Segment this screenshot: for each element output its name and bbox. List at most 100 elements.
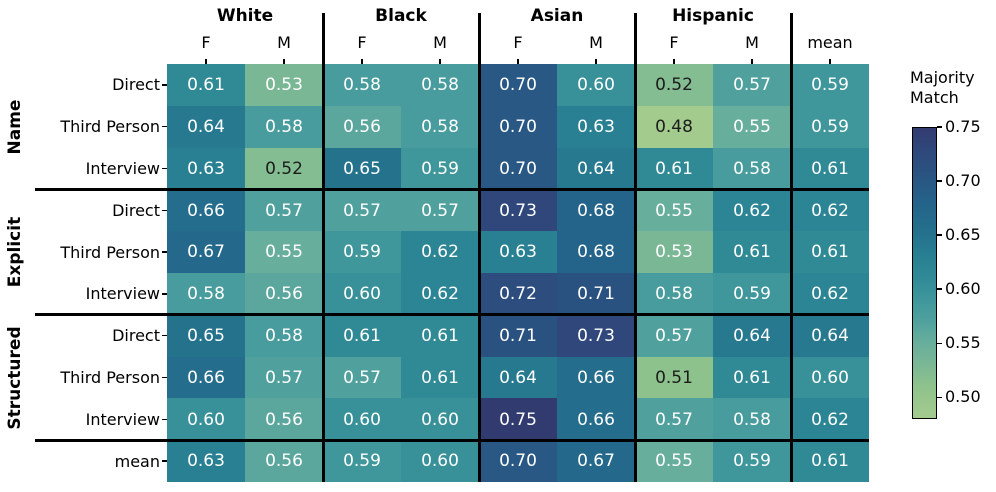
heatmap-cell: 0.72 — [479, 273, 557, 316]
heatmap-cell: 0.58 — [401, 105, 479, 149]
row-label-direct: Direct — [112, 326, 160, 346]
col-header-black-m: M — [433, 33, 447, 52]
y-axis-tick — [161, 251, 167, 253]
heatmap-cell: 0.58 — [713, 398, 791, 441]
y-axis-tick — [161, 209, 167, 212]
heatmap-cell: 0.52 — [635, 64, 713, 107]
heatmap-cell: 0.61 — [791, 231, 869, 274]
heatmap-cell: 0.58 — [245, 105, 323, 149]
heatmap-cell: 0.64 — [167, 105, 245, 149]
colorbar-tick-label: 0.65 — [945, 225, 981, 245]
colorbar-title-line-2: Match — [910, 88, 959, 107]
heatmap-cell: 0.65 — [167, 314, 245, 358]
x-axis-tick — [361, 58, 363, 64]
heatmap-cell: 0.48 — [635, 105, 713, 149]
colorbar-tick — [937, 126, 942, 128]
heatmap-cell: 0.57 — [323, 189, 401, 232]
heatmap-cell: 0.66 — [167, 189, 245, 232]
heatmap-cell: 0.61 — [713, 356, 791, 399]
heatmap-cell: 0.59 — [713, 273, 791, 316]
row-group-separator — [35, 313, 869, 317]
heatmap-cell: 0.57 — [713, 64, 791, 107]
heatmap-cell: 0.63 — [167, 440, 245, 483]
colorbar-tick — [937, 288, 942, 290]
colorbar-tick-label: 0.55 — [945, 333, 981, 353]
col-group-title-black: Black — [375, 6, 427, 26]
colorbar-tick-label: 0.70 — [945, 171, 981, 191]
y-axis-tick — [161, 460, 167, 462]
col-header-white-f: F — [201, 33, 211, 52]
x-axis-tick — [205, 58, 207, 64]
colorbar-tick — [937, 234, 942, 236]
heatmap-cell: 0.60 — [401, 440, 479, 483]
col-group-separator — [789, 13, 793, 482]
y-axis-tick — [161, 334, 167, 337]
heatmap-cell: 0.52 — [245, 147, 323, 190]
col-header-asian-f: F — [513, 33, 523, 52]
heatmap-cell: 0.57 — [245, 356, 323, 399]
y-axis-tick — [161, 376, 167, 379]
colorbar-gradient — [912, 127, 937, 419]
heatmap-cell: 0.68 — [557, 189, 635, 232]
heatmap-cell: 0.71 — [557, 273, 635, 316]
row-label-interview: Interview — [85, 158, 160, 178]
row-label-third-person: Third Person — [60, 242, 160, 262]
col-header-white-m: M — [277, 33, 291, 52]
heatmap-cell: 0.67 — [557, 440, 635, 483]
heatmap-cell: 0.64 — [479, 356, 557, 399]
heatmap-cell: 0.59 — [791, 64, 869, 107]
heatmap-cell: 0.62 — [401, 231, 479, 274]
heatmap-cell: 0.62 — [713, 189, 791, 232]
heatmap-cell: 0.60 — [791, 356, 869, 399]
heatmap-cell: 0.58 — [245, 314, 323, 358]
heatmap-cell: 0.62 — [401, 273, 479, 316]
row-label-third-person: Third Person — [60, 367, 160, 387]
col-group-title-hispanic: Hispanic — [672, 6, 754, 26]
col-header-black-f: F — [357, 33, 367, 52]
row-group-separator — [35, 187, 869, 191]
x-axis-tick — [673, 58, 675, 64]
y-axis-tick — [161, 418, 167, 421]
heatmap-cell: 0.64 — [557, 147, 635, 190]
heatmap-cell: 0.75 — [479, 398, 557, 441]
col-group-separator — [321, 13, 325, 482]
y-axis-tick — [161, 293, 167, 295]
heatmap-cell: 0.61 — [323, 314, 401, 358]
heatmap-cell: 0.57 — [323, 356, 401, 399]
heatmap-cell: 0.70 — [479, 147, 557, 190]
heatmap-cell: 0.64 — [713, 314, 791, 358]
heatmap-cell: 0.59 — [323, 440, 401, 483]
row-label-mean: mean — [114, 451, 160, 471]
col-header-hispanic-f: F — [669, 33, 679, 52]
y-axis-tick — [161, 84, 167, 86]
colorbar-tick-label: 0.50 — [945, 387, 981, 407]
colorbar-title-line-1: Majority — [910, 68, 975, 87]
heatmap-cell: 0.66 — [557, 356, 635, 399]
heatmap-cell: 0.56 — [245, 398, 323, 441]
row-label-third-person: Third Person — [60, 117, 160, 137]
heatmap-cell: 0.66 — [167, 356, 245, 399]
row-group-label-name: Name — [5, 99, 25, 155]
heatmap-cell: 0.73 — [557, 314, 635, 358]
heatmap-cell: 0.60 — [323, 398, 401, 441]
heatmap-cell: 0.60 — [557, 64, 635, 107]
heatmap-cell: 0.63 — [479, 231, 557, 274]
x-axis-tick — [283, 58, 285, 64]
heatmap-cell: 0.61 — [167, 64, 245, 107]
heatmap-cell: 0.60 — [167, 398, 245, 441]
heatmap-cell: 0.59 — [401, 147, 479, 190]
heatmap-cell: 0.62 — [791, 273, 869, 316]
heatmap-cell: 0.61 — [791, 440, 869, 483]
row-label-direct: Direct — [112, 200, 160, 220]
x-axis-tick — [439, 58, 441, 64]
heatmap-cell: 0.70 — [479, 105, 557, 149]
heatmap-cell: 0.59 — [713, 440, 791, 483]
heatmap-cell: 0.59 — [791, 105, 869, 149]
x-axis-tick — [829, 58, 831, 64]
colorbar-tick-label: 0.60 — [945, 279, 981, 299]
heatmap-cell: 0.57 — [245, 189, 323, 232]
heatmap-cell: 0.61 — [401, 314, 479, 358]
heatmap-cell: 0.58 — [323, 64, 401, 107]
x-axis-tick — [595, 58, 597, 64]
